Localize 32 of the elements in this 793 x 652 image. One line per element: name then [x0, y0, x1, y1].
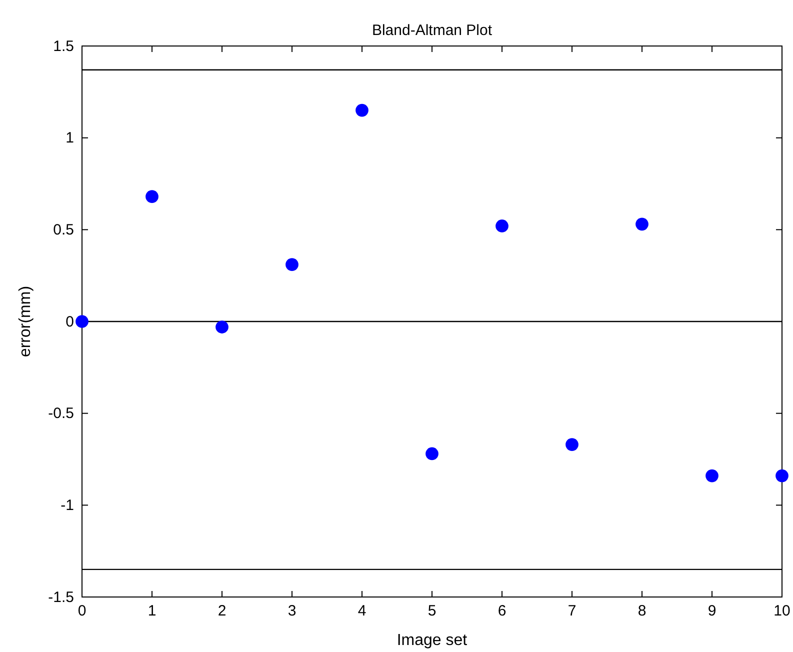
- point: [496, 220, 508, 232]
- point: [566, 438, 578, 451]
- x-axis-title: Image set: [396, 632, 468, 649]
- y-tick-label: 0.5: [53, 221, 74, 238]
- point: [426, 447, 438, 460]
- x-tick-label: 6: [498, 602, 506, 620]
- x-tick-label: 7: [568, 602, 576, 620]
- x-tick-label: 9: [708, 602, 716, 620]
- point: [76, 315, 88, 328]
- x-tick-label: 10: [774, 602, 790, 620]
- x-tick-label: 1: [148, 602, 156, 620]
- point: [776, 469, 788, 482]
- y-tick-label: 1: [66, 130, 74, 147]
- point: [636, 218, 648, 231]
- point: [356, 104, 368, 117]
- point: [706, 469, 718, 482]
- point: [146, 190, 158, 204]
- y-tick-label: -1: [60, 496, 74, 514]
- chart-title: Bland-Altman Plot: [372, 22, 493, 39]
- point: [216, 320, 228, 334]
- x-tick-label: 2: [218, 602, 226, 620]
- x-tick-label: 4: [358, 602, 366, 620]
- y-tick-label: -0.5: [48, 405, 74, 422]
- y-tick-label: 1.5: [53, 38, 74, 55]
- y-tick-label: -1.5: [48, 588, 74, 606]
- x-tick-label: 8: [638, 602, 646, 620]
- y-tick-label: 0: [66, 313, 74, 330]
- x-tick-label: 0: [78, 602, 86, 620]
- y-axis-title: error(mm): [17, 286, 34, 358]
- point: [286, 258, 298, 271]
- x-tick-label: 3: [288, 602, 296, 620]
- x-tick-label: 5: [428, 602, 436, 620]
